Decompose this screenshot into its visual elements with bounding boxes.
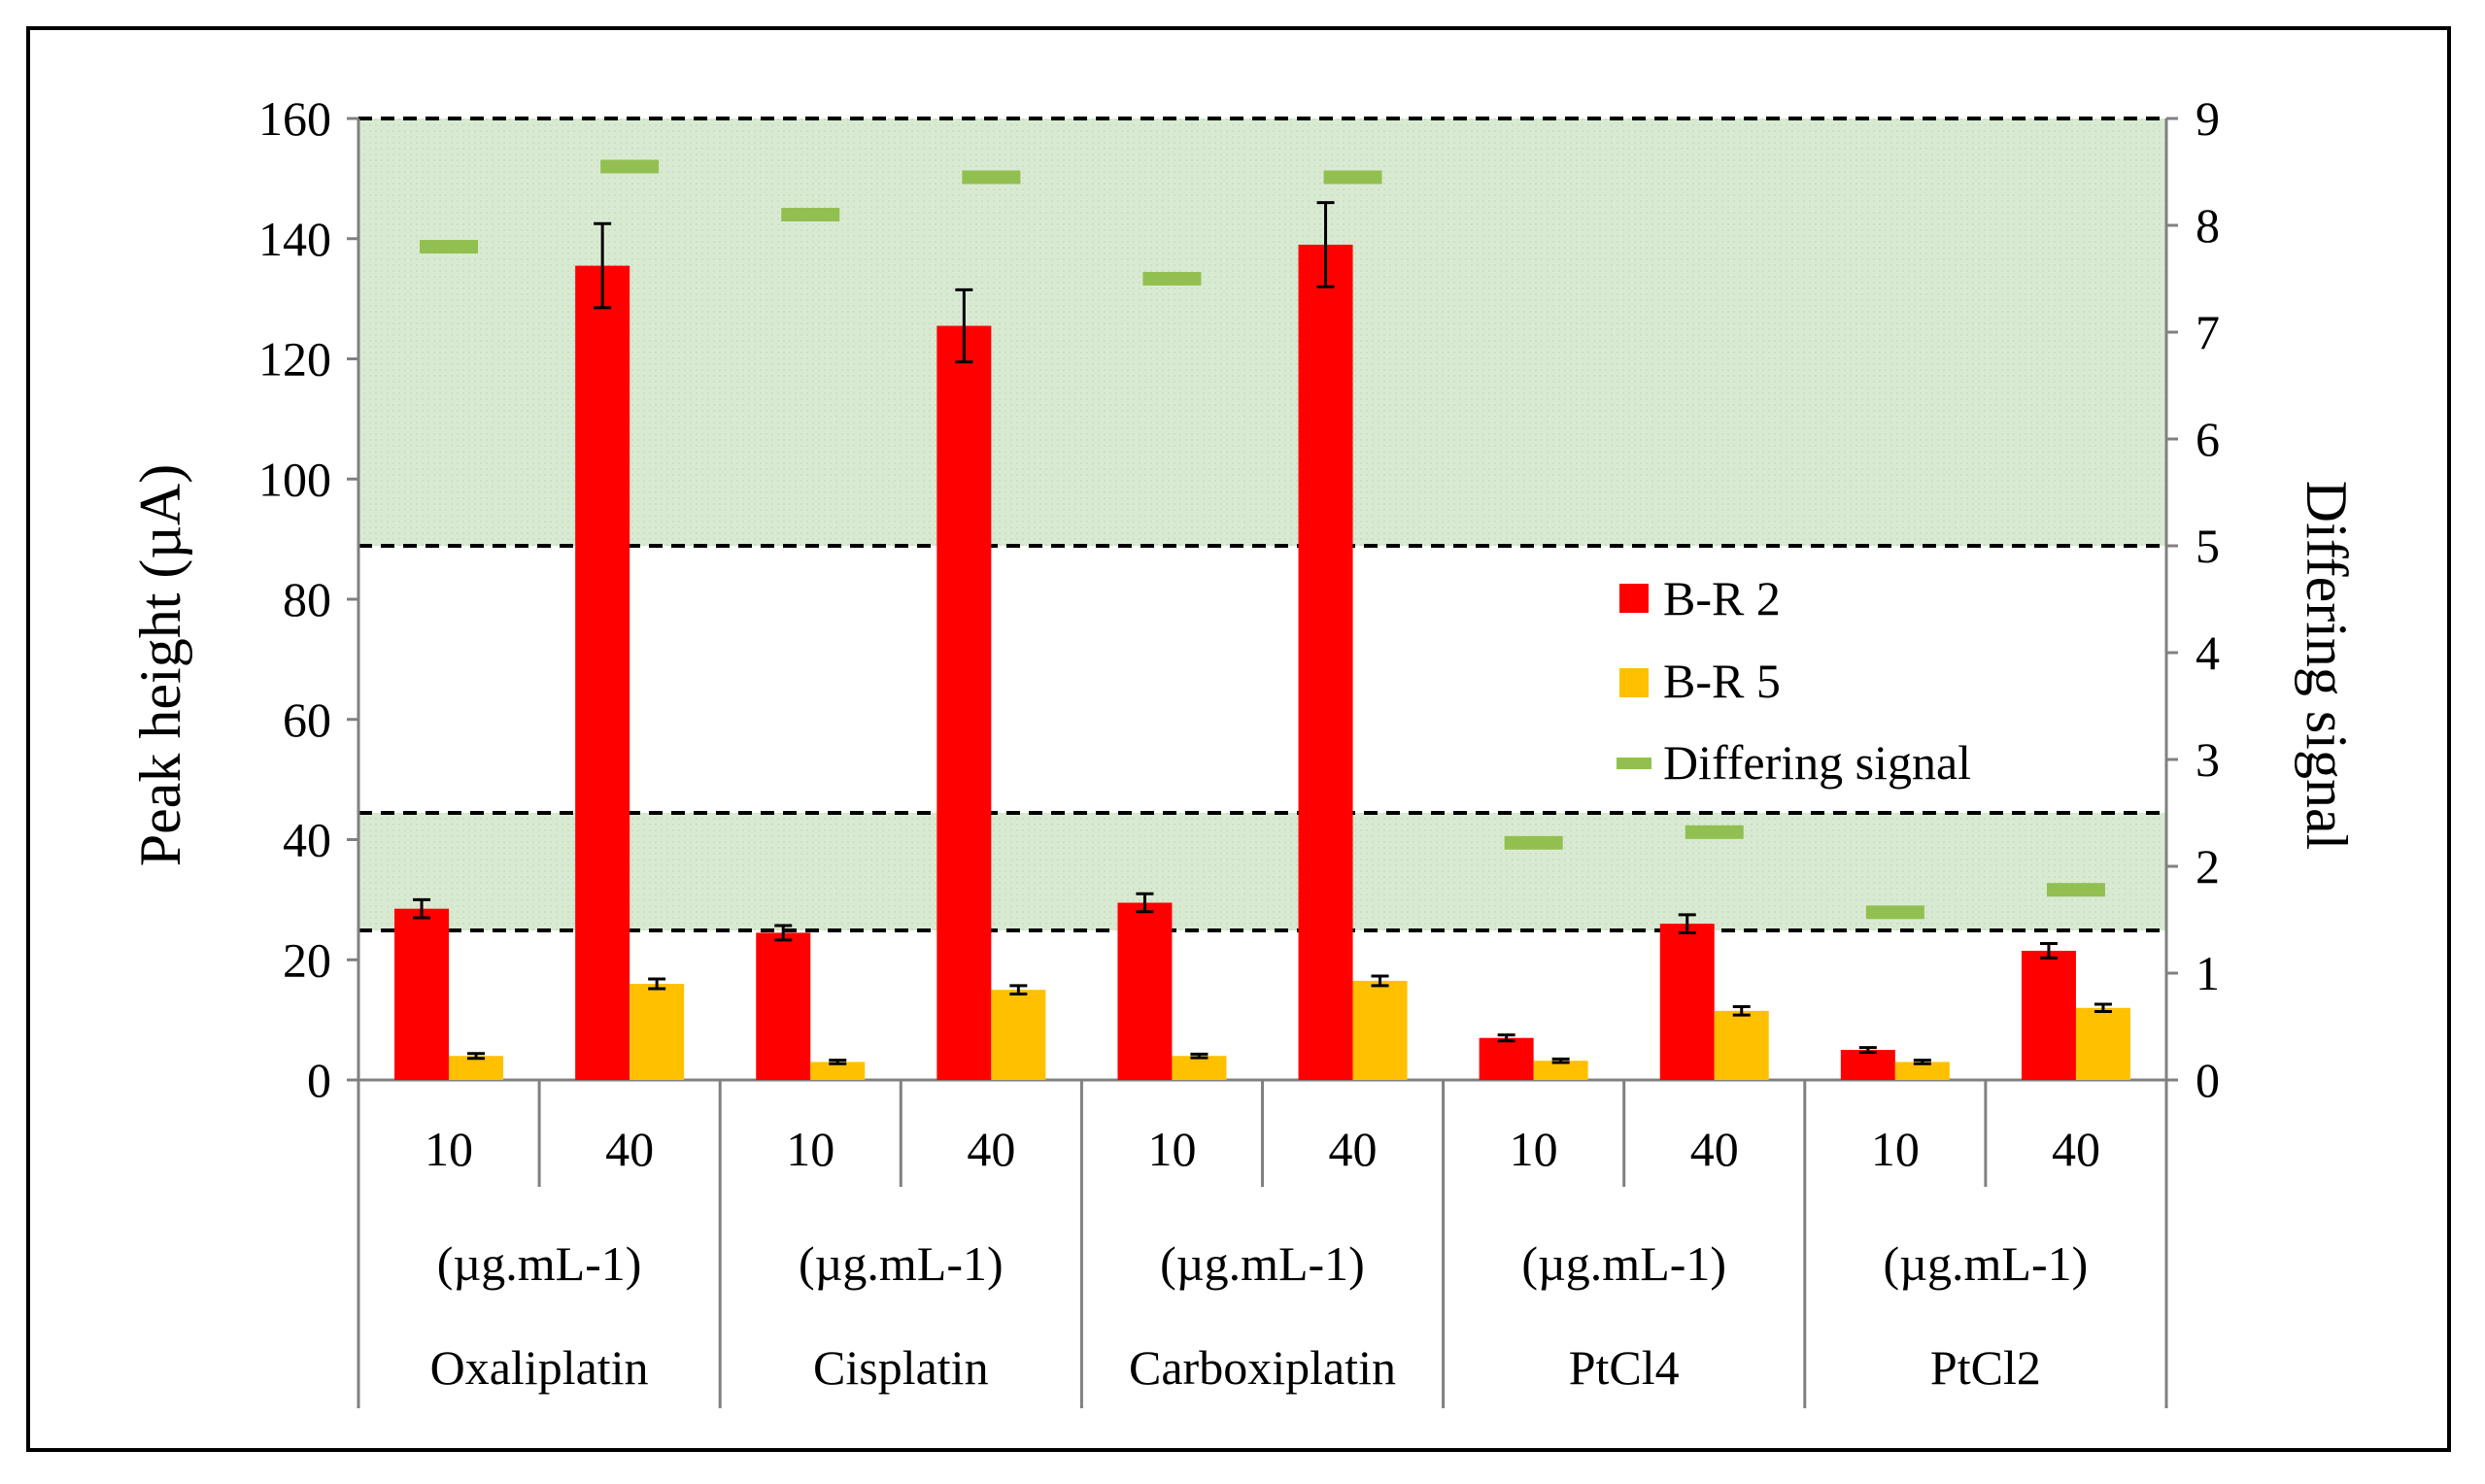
y-tick-label: 80 (283, 572, 331, 626)
legend-label-differing: Differing signal (1663, 735, 1971, 790)
legend-swatch-differing (1617, 758, 1651, 769)
concentration-label: 40 (1690, 1122, 1739, 1176)
bar-br5 (810, 1062, 866, 1080)
y2-tick-label: 4 (2196, 625, 2220, 680)
differing-signal-marker (781, 208, 840, 221)
bar-br2 (936, 325, 992, 1080)
y2-tick-label: 6 (2196, 412, 2220, 466)
legend-swatch-br2 (1619, 584, 1649, 613)
concentration-label: 40 (967, 1122, 1015, 1176)
y2-tick-label: 2 (2196, 839, 2220, 894)
bar-br5 (1172, 1056, 1227, 1080)
y2-axis-title: Differing signal (2295, 481, 2359, 850)
bar-br5 (991, 990, 1046, 1080)
legend-label-br5: B-R 5 (1663, 654, 1781, 708)
concentration-label: 40 (605, 1122, 654, 1176)
concentration-label: 10 (1147, 1122, 1196, 1176)
legend: B-R 2 B-R 5 Differing signal (1617, 571, 1971, 790)
legend-label-br2: B-R 2 (1663, 571, 1781, 625)
y-tick-label: 100 (258, 452, 331, 506)
differing-signal-marker (2046, 883, 2105, 897)
bar-br5 (630, 984, 685, 1080)
concentration-label: 40 (2052, 1122, 2100, 1176)
y-tick-label: 120 (258, 332, 331, 387)
differing-signal-marker (1323, 170, 1382, 185)
highlight-band-0 (358, 118, 2166, 546)
bar-br5 (1894, 1062, 1950, 1080)
differing-signal-marker (1142, 272, 1202, 286)
drug-label: PtCl4 (1569, 1340, 1680, 1395)
bar-br2 (1840, 1050, 1895, 1080)
y-tick-label: 0 (307, 1053, 331, 1107)
legend-swatch-br5 (1619, 668, 1649, 697)
y2-tick-label: 9 (2196, 91, 2220, 146)
bar-br5 (1352, 980, 1408, 1080)
differing-signal-marker (962, 170, 1021, 185)
concentration-label: 10 (1510, 1122, 1558, 1176)
unit-label: (µg.mL-1) (1884, 1236, 2089, 1291)
bar-br2 (756, 932, 811, 1080)
drug-label: Cisplatin (813, 1340, 989, 1395)
bar-br5 (1714, 1010, 1769, 1080)
y2-tick-label: 0 (2196, 1053, 2220, 1107)
concentration-label: 10 (786, 1122, 834, 1176)
drug-label: Oxaliplatin (430, 1340, 649, 1395)
bar-br2 (2021, 950, 2076, 1080)
bar-br2 (1659, 924, 1715, 1080)
drug-label: Carboxiplatin (1129, 1340, 1396, 1395)
unit-label: (µg.mL-1) (437, 1236, 642, 1291)
concentration-label: 10 (1871, 1122, 1920, 1176)
highlight-band-1 (358, 813, 2166, 930)
y-axis-title: Peak height (µA) (128, 464, 192, 866)
bar-br2 (1117, 902, 1173, 1080)
y-tick-label: 40 (283, 813, 331, 867)
y2-tick-label: 7 (2196, 305, 2220, 359)
drug-label: PtCl2 (1930, 1340, 2041, 1395)
y-tick-label: 60 (283, 692, 331, 747)
differing-signal-marker (1685, 825, 1744, 839)
bar-br2 (1479, 1037, 1534, 1080)
y-tick-label: 160 (258, 91, 331, 146)
bar-br5 (2075, 1007, 2130, 1080)
y2-tick-label: 3 (2196, 732, 2220, 787)
unit-label: (µg.mL-1) (1521, 1236, 1726, 1291)
differing-signal-marker (1504, 835, 1563, 850)
y-tick-label: 140 (258, 212, 331, 266)
differing-signal-marker (420, 240, 479, 253)
bar-br5 (1533, 1061, 1588, 1080)
bar-br5 (449, 1056, 504, 1080)
differing-signal-marker (1865, 905, 1924, 920)
y2-tick-label: 5 (2196, 519, 2220, 573)
unit-label: (µg.mL-1) (1160, 1236, 1365, 1291)
bar-br2 (1298, 244, 1353, 1080)
differing-signal-marker (600, 159, 660, 174)
bar-br2 (394, 908, 450, 1080)
unit-label: (µg.mL-1) (799, 1236, 1004, 1291)
concentration-label: 40 (1329, 1122, 1378, 1176)
bar-br2 (575, 265, 630, 1080)
y-tick-label: 20 (283, 932, 331, 987)
y2-tick-label: 1 (2196, 946, 2220, 1000)
concentration-label: 10 (425, 1122, 473, 1176)
y2-tick-label: 8 (2196, 198, 2220, 253)
